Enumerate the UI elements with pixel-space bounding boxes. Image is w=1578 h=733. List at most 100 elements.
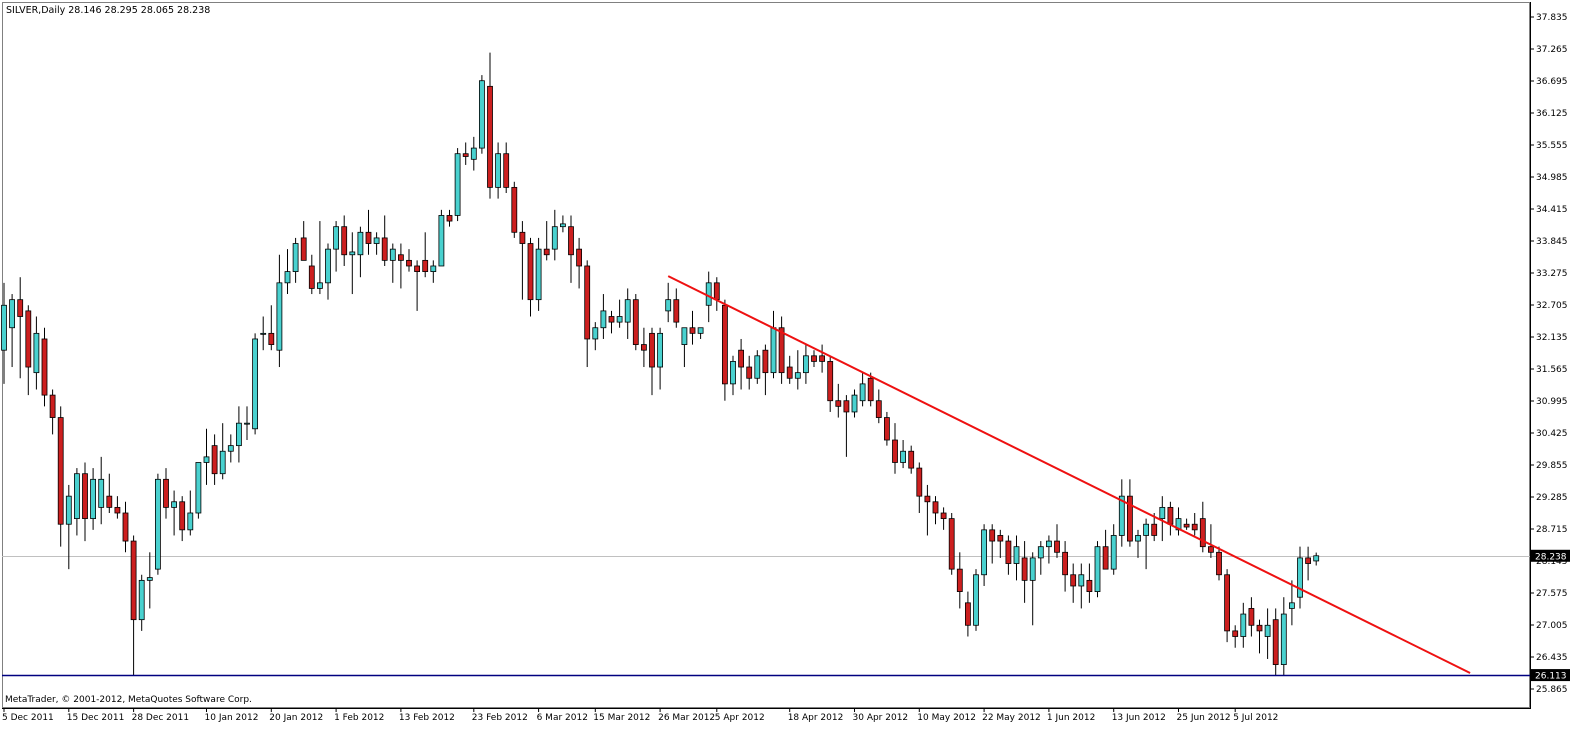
candle-body-bull <box>1240 613 1247 637</box>
candle-body-bear <box>713 282 720 301</box>
candle <box>965 591 971 637</box>
candle-body-bull <box>65 495 72 525</box>
candle-body-bull <box>1118 495 1125 536</box>
candle <box>762 344 769 396</box>
candle <box>1070 563 1077 603</box>
candle-body-bear <box>341 226 348 256</box>
candle-body-bull <box>681 327 688 345</box>
candle-body-bull <box>333 226 340 250</box>
candle <box>608 310 615 334</box>
candle <box>746 355 753 390</box>
candle-body-bear <box>268 332 275 345</box>
candle-body-bear <box>924 495 931 503</box>
candle <box>851 389 858 418</box>
candle <box>956 552 963 609</box>
candle <box>900 440 906 469</box>
candle <box>478 75 485 154</box>
candle-body-bull <box>1297 557 1303 598</box>
candle-body-bull <box>373 237 380 244</box>
candle <box>219 423 226 480</box>
candle <box>171 490 178 536</box>
price-tick-label: 26.435 <box>1536 653 1568 663</box>
candle <box>1248 597 1255 637</box>
candle <box>74 468 80 536</box>
time-tick-label: 15 Dec 2011 <box>67 713 125 723</box>
price-tick-label: 28.145 <box>1536 557 1568 567</box>
price-tick-label: 29.285 <box>1536 493 1568 503</box>
candle <box>365 209 372 255</box>
candle-body-bear <box>462 153 469 157</box>
candle-body-bull <box>665 299 672 312</box>
candle-body-bear <box>1224 574 1230 632</box>
candle <box>673 288 680 328</box>
price-tick-label: 33.275 <box>1536 269 1568 279</box>
candle <box>576 237 582 289</box>
copyright-label: MetaTrader, © 2001-2012, MetaQuotes Soft… <box>5 695 252 705</box>
time-tick-label: 18 Apr 2012 <box>788 713 844 723</box>
candle-body-bear <box>114 506 121 514</box>
candle-body-bull <box>219 450 226 475</box>
candle-body-bull <box>389 248 396 261</box>
time-tick-label: 5 Jul 2012 <box>1233 713 1278 723</box>
candle-body-bull <box>551 226 558 250</box>
candle-body-bear <box>179 501 186 531</box>
candle <box>786 355 793 384</box>
candle-body-bull <box>478 80 485 149</box>
candle-body-bull <box>438 215 445 267</box>
candle <box>722 299 728 401</box>
candle <box>511 181 518 238</box>
candle <box>252 333 259 435</box>
candle-body-bear <box>1021 557 1028 581</box>
candle <box>697 327 704 339</box>
candle <box>973 569 979 631</box>
candle-body-bear <box>211 445 218 475</box>
candle-body-bear <box>916 467 923 497</box>
candle-body-bear <box>1005 540 1012 564</box>
candle <box>276 254 283 368</box>
candle <box>730 355 736 396</box>
price-tick-label: 28.715 <box>1536 525 1568 535</box>
candle <box>462 142 469 165</box>
candle <box>778 316 785 384</box>
candle-body-bear <box>365 231 372 244</box>
candle-body-bull <box>154 478 161 570</box>
candle <box>211 434 218 485</box>
candle-body-bear <box>746 366 753 379</box>
candle-body-bull <box>260 332 267 335</box>
candle-body-bear <box>843 400 850 413</box>
candle-body-bull <box>624 299 631 323</box>
price-tick-label: 29.855 <box>1536 461 1568 471</box>
candle <box>308 254 315 295</box>
candle-body-bear <box>1151 523 1158 536</box>
candle-body-bull <box>657 332 663 368</box>
candle-body-bear <box>649 332 655 368</box>
candle-body-bear <box>778 327 785 374</box>
candle <box>454 148 461 222</box>
candle-body-bear <box>568 226 574 256</box>
candle-body-bull <box>794 372 801 379</box>
candle-body-bear <box>1070 574 1077 587</box>
candle-body-bull <box>227 445 234 452</box>
candle-body-bull <box>33 332 40 374</box>
candle-body-bear <box>1102 546 1109 570</box>
candle <box>397 243 404 289</box>
candle <box>803 344 809 384</box>
candle-body-bear <box>49 394 56 418</box>
candle-body-bear <box>811 355 817 362</box>
time-tick-label: 28 Dec 2011 <box>132 713 190 723</box>
time-tick-label: 13 Jun 2012 <box>1112 713 1166 723</box>
current-price-label: 28.238 <box>1535 552 1567 562</box>
candle-body-bear <box>519 231 526 244</box>
candle <box>997 529 1004 558</box>
candle-body-bull <box>495 153 502 188</box>
candle <box>1240 602 1247 648</box>
candle-body-bear <box>584 265 591 340</box>
candle <box>632 294 639 351</box>
candle <box>892 423 898 474</box>
candle-body-bear <box>163 478 169 508</box>
candle <box>349 232 356 295</box>
price-tick-label: 36.695 <box>1536 77 1568 87</box>
candle-body-bear <box>308 265 315 289</box>
candle-body-bear <box>414 265 421 272</box>
